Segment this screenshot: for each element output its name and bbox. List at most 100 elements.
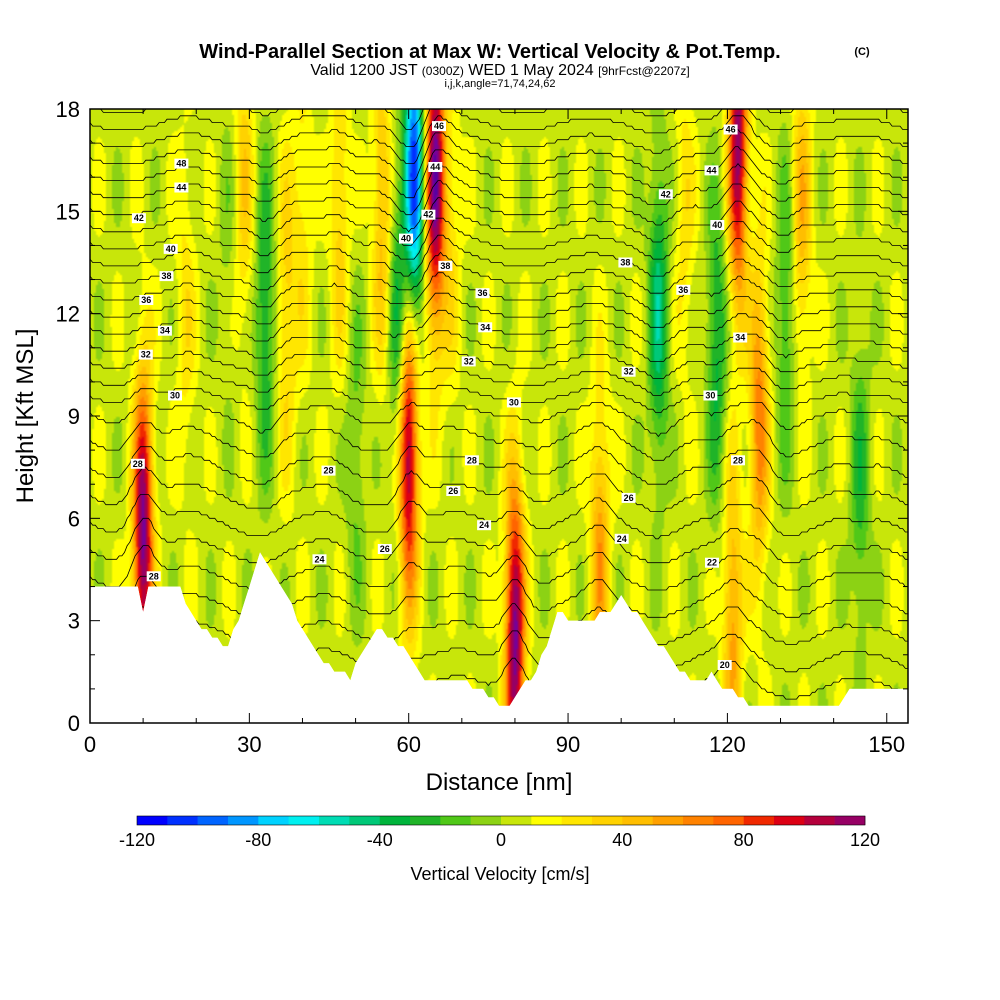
colorbar-tick-label: -120 (119, 830, 155, 850)
contour-label-bg (174, 182, 189, 193)
theta-contour-line (90, 180, 908, 233)
contour-label-bg (139, 295, 154, 305)
contour-label: 44 (430, 162, 440, 172)
x-axis: 0 30 60 90 120 150 (84, 109, 905, 757)
theta-contour-line (90, 367, 908, 396)
theta-contour-line (90, 109, 908, 130)
contour-label-bg (464, 455, 479, 466)
colorbar-swatch (592, 816, 623, 825)
contour-label: 42 (661, 189, 671, 199)
contour-label-bg (138, 349, 153, 360)
colorbar-swatch (410, 816, 441, 825)
theta-contour-line (90, 251, 908, 294)
colorbar-swatch (531, 816, 562, 825)
theta-contour-line (90, 309, 908, 345)
colorbar-swatch (258, 816, 289, 825)
theta-contour-line (90, 517, 908, 564)
contour-label-bg (717, 660, 732, 670)
colorbar-tick-label: -40 (367, 830, 393, 850)
contour-label: 38 (620, 258, 630, 268)
colorbar-frame (136, 815, 866, 826)
contour-label-bg (506, 397, 521, 408)
contour-label-bg (477, 520, 492, 531)
contour-label-bg (399, 233, 413, 244)
colorbar-tick-label: 80 (734, 830, 754, 850)
valid-date: WED 1 May 2024 (468, 62, 593, 79)
contour-label: 34 (480, 322, 490, 332)
contour-label: 40 (166, 244, 176, 254)
contour-label: 28 (323, 466, 333, 476)
colorbar-tick-label: 40 (612, 830, 632, 850)
valid-utc: (0300Z) (422, 64, 464, 78)
contour-label: 44 (176, 183, 186, 193)
contour-label: 42 (423, 210, 433, 220)
theta-contour-line (90, 384, 908, 413)
vertical-velocity-shading (90, 109, 908, 706)
theta-contour-line (90, 419, 908, 461)
colorbar-swatch (379, 816, 411, 825)
x-tick-label: 30 (237, 732, 261, 757)
colorbar-swatch (349, 816, 380, 825)
contour-label: 28 (733, 455, 743, 465)
colorbar-swatch (501, 816, 532, 825)
theta-contours (90, 109, 908, 700)
colorbar (136, 815, 866, 826)
colorbar-swatch (167, 816, 198, 825)
contour-label-bg (312, 554, 327, 565)
contour-label-bg (705, 557, 719, 568)
theta-contour-line (90, 292, 908, 328)
contour-label-bg (421, 209, 436, 220)
contour-label: 38 (161, 271, 171, 281)
theta-contour-line (90, 197, 908, 246)
contour-label: 40 (401, 234, 411, 244)
contour-label: 34 (160, 326, 170, 336)
contour-label: 32 (624, 367, 634, 377)
contour-label: 34 (735, 333, 745, 343)
contour-label-bg (438, 260, 453, 271)
theta-contour-line (90, 466, 908, 512)
theta-contour-line (90, 330, 908, 362)
y-tick-label: 6 (68, 506, 80, 531)
contour-label-bg (157, 325, 172, 336)
contour-label-bg (174, 158, 189, 169)
theta-contour-line (90, 446, 908, 485)
contour-label: 36 (678, 285, 688, 295)
contour-label: 22 (707, 558, 717, 568)
contour-label-bg (130, 458, 145, 469)
contour-label-bg (703, 390, 718, 401)
contour-label-bg (478, 322, 493, 333)
contour-label-bg (704, 165, 719, 176)
vertical-velocity-field (90, 109, 908, 706)
valid-time-line: Valid 1200 JST (0300Z) WED 1 May 2024 [9… (310, 62, 689, 79)
contour-label: 40 (712, 220, 722, 230)
contour-label-bg (461, 356, 476, 367)
colorbar-swatch (137, 816, 168, 825)
colorbar-ticks: -120 -80 -40 0 40 80 120 (119, 830, 880, 850)
x-tick-label: 60 (396, 732, 420, 757)
colorbar-tick-label: 0 (496, 830, 506, 850)
theta-contour-line (90, 234, 908, 277)
contour-label-bg (475, 288, 490, 299)
colorbar-swatch (440, 816, 471, 825)
copyright-mark: (C) (854, 46, 870, 58)
contour-label: 36 (477, 288, 487, 298)
theta-contour-line (90, 162, 908, 216)
x-tick-label: 120 (709, 732, 746, 757)
theta-contour-line (90, 146, 908, 199)
contour-label: 30 (705, 391, 715, 401)
contour-label: 28 (133, 459, 143, 469)
theta-contour-labels: 48 44 42 40 38 36 34 32 30 28 28 28 26 26 24 24 24 26 22 20… (130, 121, 748, 670)
contour-label-bg (432, 121, 446, 132)
contour-label: 32 (464, 356, 474, 366)
y-tick-label: 3 (68, 609, 80, 634)
x-tick-label: 150 (868, 732, 905, 757)
contour-label: 28 (149, 571, 159, 581)
contour-label-bg (146, 571, 161, 582)
contour-label-bg (159, 271, 174, 282)
contour-label: 48 (176, 159, 186, 169)
theta-contour-line (90, 129, 908, 181)
contour-label-bg (163, 243, 178, 254)
contour-label-bg (621, 492, 636, 503)
contour-label-bg (621, 366, 636, 377)
contour-label-bg (321, 465, 336, 476)
